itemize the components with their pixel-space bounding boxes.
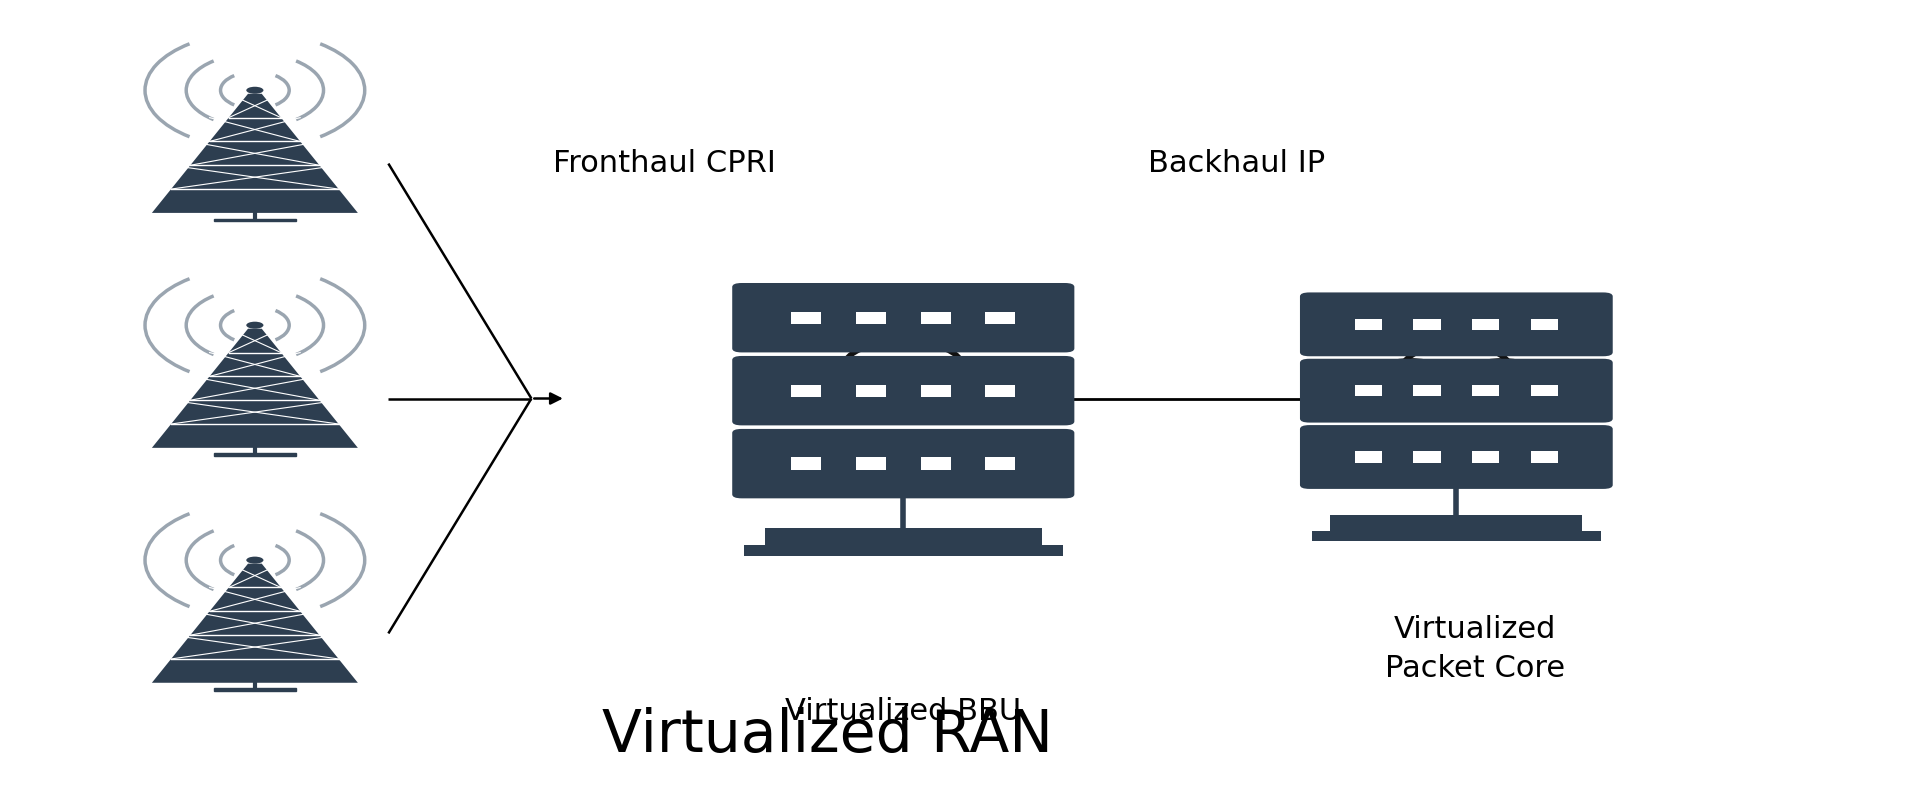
FancyBboxPatch shape <box>1354 386 1560 402</box>
Circle shape <box>912 359 995 393</box>
FancyBboxPatch shape <box>1471 385 1500 396</box>
FancyBboxPatch shape <box>1301 425 1614 489</box>
FancyBboxPatch shape <box>765 528 1041 544</box>
FancyBboxPatch shape <box>1301 359 1614 422</box>
FancyBboxPatch shape <box>786 385 1020 405</box>
FancyBboxPatch shape <box>790 387 1016 403</box>
Circle shape <box>836 367 928 405</box>
FancyBboxPatch shape <box>920 384 951 397</box>
Circle shape <box>811 359 895 393</box>
Circle shape <box>845 341 962 390</box>
Circle shape <box>246 87 263 94</box>
FancyBboxPatch shape <box>791 457 822 469</box>
Polygon shape <box>152 563 357 683</box>
FancyBboxPatch shape <box>732 429 1074 498</box>
Circle shape <box>246 556 263 563</box>
FancyBboxPatch shape <box>920 457 951 469</box>
FancyBboxPatch shape <box>1414 319 1441 330</box>
Polygon shape <box>152 94 357 213</box>
Text: Virtualized
Packet Core: Virtualized Packet Core <box>1385 615 1566 683</box>
FancyBboxPatch shape <box>857 312 886 324</box>
FancyBboxPatch shape <box>920 312 951 324</box>
FancyBboxPatch shape <box>1531 451 1558 462</box>
FancyBboxPatch shape <box>857 457 886 469</box>
FancyBboxPatch shape <box>791 312 822 324</box>
Circle shape <box>1395 369 1479 403</box>
FancyBboxPatch shape <box>1354 319 1381 330</box>
FancyBboxPatch shape <box>1301 292 1614 356</box>
FancyBboxPatch shape <box>1354 451 1381 462</box>
FancyBboxPatch shape <box>732 356 1074 426</box>
Circle shape <box>1372 361 1448 392</box>
Circle shape <box>1498 376 1568 405</box>
Polygon shape <box>213 689 296 691</box>
FancyBboxPatch shape <box>857 384 886 397</box>
Circle shape <box>1347 376 1414 405</box>
Circle shape <box>782 376 857 407</box>
FancyBboxPatch shape <box>1471 319 1500 330</box>
FancyBboxPatch shape <box>985 312 1014 324</box>
Circle shape <box>1437 369 1521 403</box>
Circle shape <box>1402 345 1510 389</box>
FancyBboxPatch shape <box>1312 531 1600 541</box>
FancyBboxPatch shape <box>1414 385 1441 396</box>
Circle shape <box>882 367 974 405</box>
FancyBboxPatch shape <box>1531 385 1558 396</box>
FancyBboxPatch shape <box>791 384 822 397</box>
Circle shape <box>246 322 263 328</box>
FancyBboxPatch shape <box>743 544 1062 556</box>
Circle shape <box>1464 361 1541 392</box>
FancyBboxPatch shape <box>1414 451 1441 462</box>
Polygon shape <box>213 453 296 456</box>
FancyBboxPatch shape <box>1531 319 1558 330</box>
FancyBboxPatch shape <box>985 457 1014 469</box>
FancyBboxPatch shape <box>985 384 1014 397</box>
Polygon shape <box>152 328 357 448</box>
FancyBboxPatch shape <box>1471 451 1500 462</box>
FancyBboxPatch shape <box>1350 384 1564 403</box>
Text: Virtualized RAN: Virtualized RAN <box>601 707 1053 764</box>
Circle shape <box>949 376 1026 407</box>
FancyBboxPatch shape <box>1354 385 1381 396</box>
Text: Virtualized BBU: Virtualized BBU <box>786 697 1022 726</box>
FancyBboxPatch shape <box>732 283 1074 352</box>
Polygon shape <box>213 218 296 221</box>
Text: Backhaul IP: Backhaul IP <box>1149 149 1325 178</box>
Text: Fronthaul CPRI: Fronthaul CPRI <box>553 149 776 178</box>
FancyBboxPatch shape <box>1331 515 1583 531</box>
